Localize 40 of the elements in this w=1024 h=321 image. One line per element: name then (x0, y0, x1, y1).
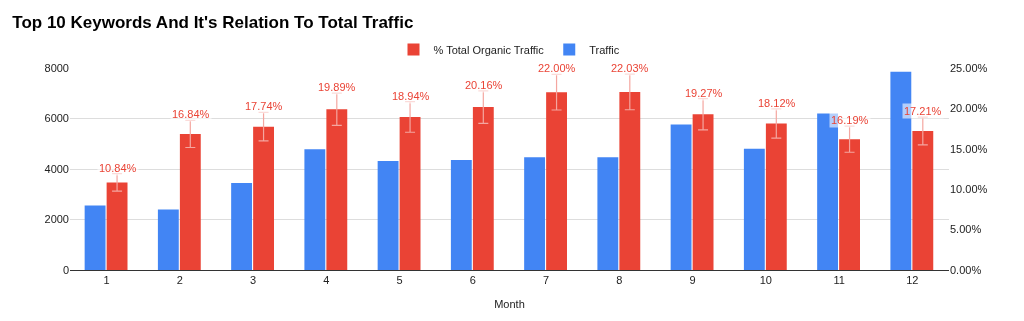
y2-tick-label: 20.00% (950, 102, 988, 115)
y2-tick-label: 0.00% (950, 263, 982, 276)
y2-tick-label: 15.00% (950, 142, 988, 155)
y2-tick-label: 5.00% (950, 223, 982, 236)
x-tick-label: 7 (543, 274, 550, 287)
chart-title: Top 10 Keywords And It's Relation To Total Traffic (12, 12, 414, 32)
x-tick-label: 2 (176, 274, 183, 287)
data-label: 18.94% (392, 90, 430, 102)
legend-label: Traffic (589, 43, 620, 56)
x-tick-label: 3 (250, 274, 257, 287)
data-label: 16.84% (172, 108, 210, 120)
y-tick-label: 8000 (44, 61, 69, 74)
y-tick-label: 6000 (44, 112, 69, 125)
x-tick-label: 6 (469, 274, 476, 287)
data-label: 16.19% (831, 114, 869, 126)
data-label: 17.21% (904, 105, 942, 117)
x-tick-label: 1 (103, 274, 110, 287)
data-label: 19.27% (685, 87, 723, 99)
y2-tick-label: 10.00% (950, 183, 988, 196)
data-label: 10.84% (99, 162, 137, 174)
x-tick-label: 4 (323, 274, 330, 287)
data-label: 20.16% (465, 79, 503, 91)
x-tick-label: 12 (906, 274, 919, 287)
bar (179, 133, 201, 270)
y2-tick-label: 25.00% (950, 61, 988, 74)
x-tick-label: 8 (616, 274, 623, 287)
x-tick-label: 11 (833, 274, 845, 287)
x-axis-title: Month (494, 298, 525, 311)
x-tick-label: 5 (396, 274, 403, 287)
data-label: 22.03% (611, 62, 649, 74)
data-label: 18.12% (758, 97, 796, 109)
x-tick-label: 10 (759, 274, 773, 287)
data-label: 22.00% (538, 62, 576, 74)
legend-label: % Total Organic Traffic (433, 43, 545, 56)
x-tick-label: 9 (689, 274, 696, 287)
y-tick-label: 2000 (44, 213, 69, 226)
data-label: 19.89% (318, 81, 356, 93)
data-label: 17.74% (245, 100, 283, 112)
y-tick-label: 0 (62, 263, 69, 276)
y-tick-label: 4000 (44, 162, 69, 175)
